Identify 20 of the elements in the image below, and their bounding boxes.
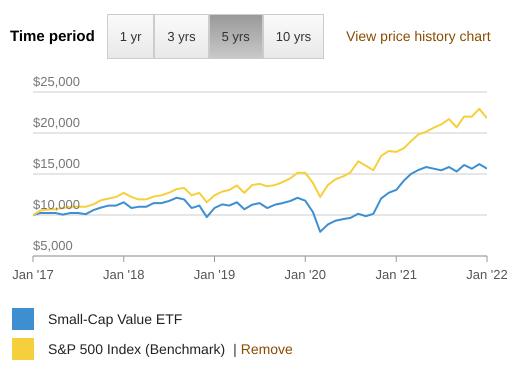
legend-label: Small-Cap Value ETF xyxy=(48,311,182,327)
x-tick-label: Jan '19 xyxy=(194,267,236,282)
x-tick-label: Jan '22 xyxy=(466,267,508,282)
x-tick-label: Jan '17 xyxy=(12,267,54,282)
text: View price history chart xyxy=(346,28,491,44)
text: | Remove xyxy=(233,341,293,357)
y-tick-label: $5,000 xyxy=(33,238,73,253)
x-tick-label: Jan '20 xyxy=(284,267,326,282)
x-tick-label: Jan '21 xyxy=(375,267,418,282)
y-tick-label: $10,000 xyxy=(33,197,80,212)
y-tick-label: $15,000 xyxy=(33,156,80,171)
legend-label: S&P 500 Index (Benchmark) xyxy=(48,341,226,357)
text: 10 yrs xyxy=(262,14,324,58)
x-tick-label: Jan '18 xyxy=(102,267,145,282)
y-tick-label: $20,000 xyxy=(33,115,80,130)
text: 5 yrs xyxy=(208,14,263,58)
y-tick-label: $25,000 xyxy=(33,74,80,89)
text: 3 yrs xyxy=(154,14,209,58)
text: Time period xyxy=(10,28,95,44)
text: 1 yr xyxy=(106,14,154,58)
